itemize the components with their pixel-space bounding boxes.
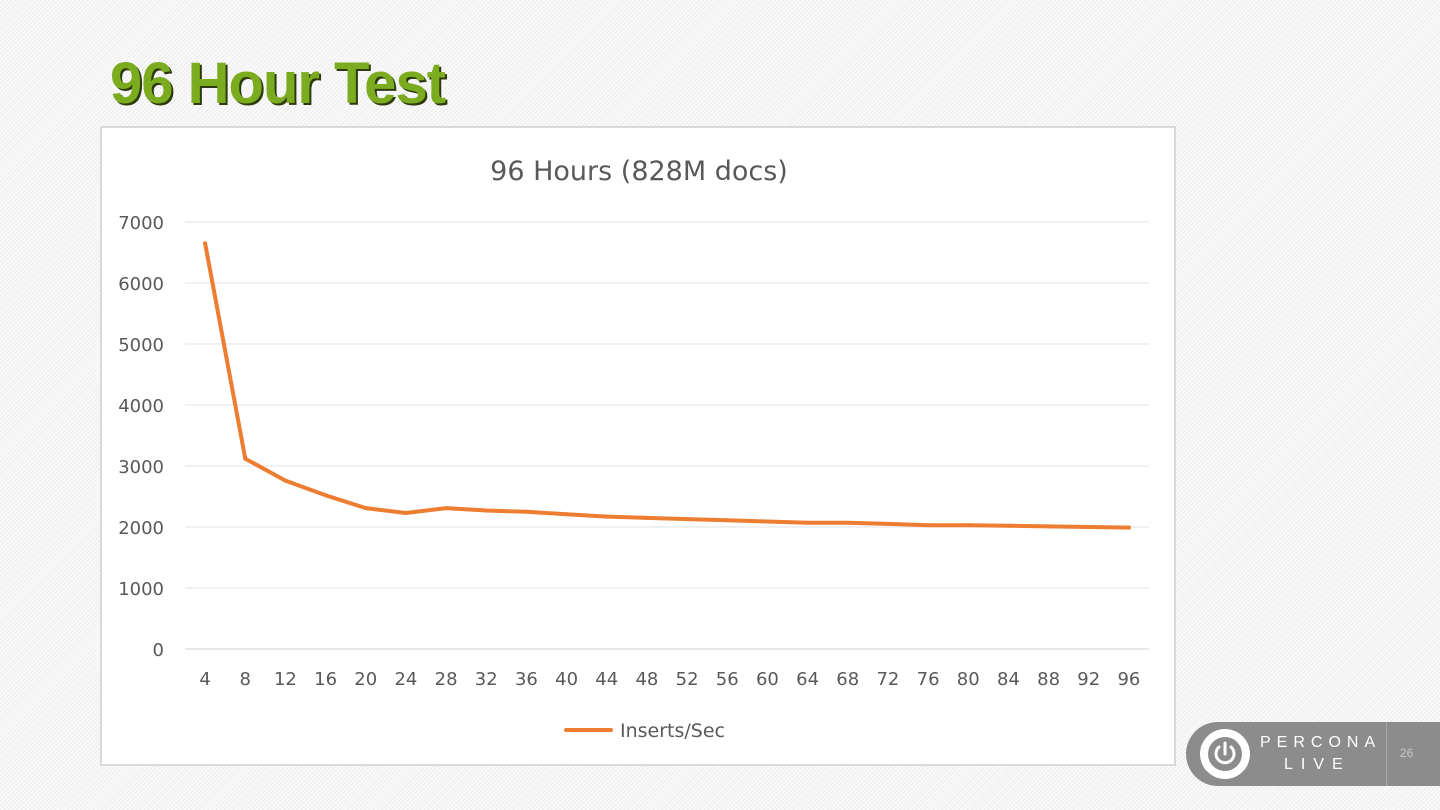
data-point (926, 523, 931, 528)
y-tick-label: 5000 (118, 335, 164, 356)
data-point (564, 512, 569, 517)
y-tick-label: 7000 (118, 213, 164, 234)
data-point (203, 241, 208, 246)
data-point (1086, 525, 1091, 529)
data-point (845, 520, 850, 525)
x-tick-label: 68 (836, 669, 859, 690)
percona-live-badge: PERCONA LIVE (1186, 722, 1440, 786)
slide-title: 96 Hour Test (110, 51, 446, 116)
x-tick-label: 4 (199, 669, 210, 690)
x-tick-label: 40 (555, 669, 578, 690)
data-point (283, 478, 288, 483)
data-point (403, 510, 408, 515)
data-point (604, 514, 609, 519)
data-point (484, 508, 489, 513)
x-tick-label: 28 (435, 669, 458, 690)
x-tick-label: 16 (314, 669, 337, 690)
x-tick-label: 96 (1117, 669, 1140, 690)
chart-title: 96 Hours (828M docs) (490, 156, 788, 187)
y-tick-label: 1000 (118, 579, 164, 600)
data-point (805, 520, 810, 525)
x-tick-label: 64 (796, 669, 819, 690)
x-tick-label: 12 (274, 669, 297, 690)
data-point (1006, 523, 1011, 528)
x-tick-label: 80 (957, 669, 980, 690)
x-tick-label: 48 (635, 669, 658, 690)
data-point (685, 517, 690, 522)
x-tick-label: 32 (475, 669, 498, 690)
x-tick-label: 72 (876, 669, 899, 690)
x-tick-label: 20 (354, 669, 377, 690)
x-tick-label: 52 (676, 669, 699, 690)
x-tick-label: 88 (1037, 669, 1060, 690)
badge-divider (1386, 722, 1387, 786)
series-line (203, 241, 1131, 530)
data-point (243, 456, 248, 461)
x-tick-label: 36 (515, 669, 538, 690)
line-chart: 96 Hours (828M docs) 0 1000 2000 3000 4000 500… (118, 156, 1149, 742)
y-tick-label: 6000 (118, 274, 164, 295)
x-tick-label: 44 (595, 669, 618, 690)
data-point (444, 506, 449, 511)
data-point (363, 506, 368, 511)
data-point (885, 521, 890, 526)
data-point (1046, 524, 1051, 529)
chart-frame: 96 Hours (828M docs) 0 1000 2000 3000 4000 500… (100, 126, 1176, 766)
brand-line-2: LIVE (1284, 756, 1351, 773)
data-point (966, 523, 971, 528)
data-point (765, 519, 770, 524)
x-tick-label: 84 (997, 669, 1020, 690)
y-tick-label: 3000 (118, 457, 164, 478)
data-point (644, 515, 649, 520)
brand-line-1: PERCONA (1260, 734, 1382, 751)
data-point (323, 493, 328, 498)
page-number: 26 (1400, 746, 1414, 760)
data-point (1126, 525, 1131, 530)
x-tick-label: 56 (716, 669, 739, 690)
x-tick-label: 60 (756, 669, 779, 690)
x-tick-label: 92 (1077, 669, 1100, 690)
x-tick-label: 76 (917, 669, 940, 690)
power-icon (1200, 729, 1250, 779)
x-tick-label: 8 (240, 669, 251, 690)
y-tick-label: 2000 (118, 518, 164, 539)
y-tick-label: 4000 (118, 396, 164, 417)
legend-label: Inserts/Sec (620, 720, 725, 742)
data-point (725, 518, 730, 523)
x-tick-label: 24 (394, 669, 417, 690)
y-tick-label: 0 (153, 640, 164, 661)
data-point (524, 509, 529, 514)
